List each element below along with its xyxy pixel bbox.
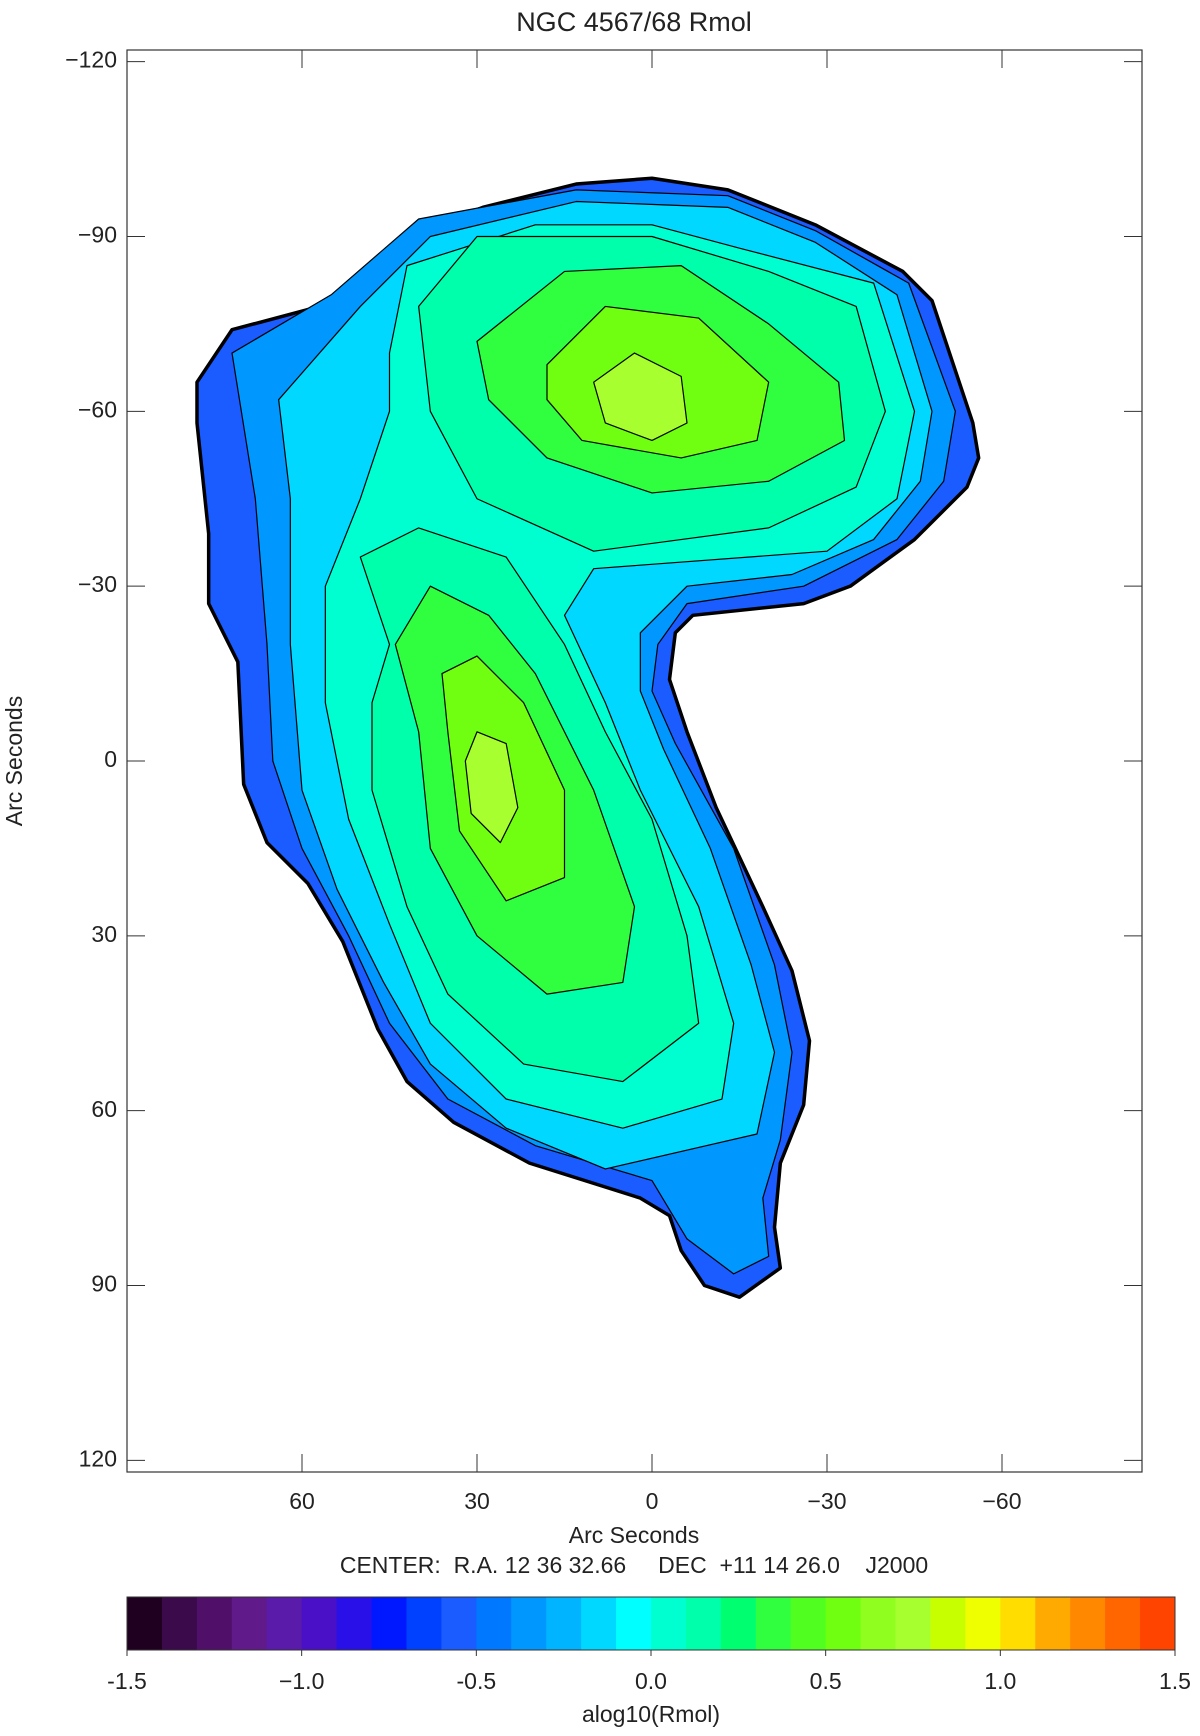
colorbar-bin (546, 1597, 582, 1650)
colorbar-bin (965, 1597, 1001, 1650)
y-tick-label: −60 (78, 396, 117, 422)
colorbar-bin (825, 1597, 862, 1650)
colorbar-label: alog10(Rmol) (582, 1701, 720, 1727)
colorbar-bin (930, 1597, 966, 1650)
colorbar-tick-label: -1.5 (107, 1668, 147, 1694)
y-tick-label: 0 (104, 746, 117, 772)
colorbar-tick-label: -0.5 (457, 1668, 497, 1694)
colorbar-bin (790, 1597, 827, 1650)
colorbar-bin (616, 1597, 652, 1650)
y-tick-label: 120 (79, 1445, 117, 1471)
y-axis-label: Arc Seconds (1, 696, 27, 826)
colorbar-bin (161, 1597, 198, 1650)
x-tick-label: −60 (982, 1488, 1021, 1514)
y-tick-label: −120 (65, 47, 117, 73)
colorbar-bin (581, 1597, 617, 1650)
colorbar-bin (406, 1597, 442, 1650)
colorbar-bin (1035, 1597, 1071, 1650)
contour-level (464, 731, 519, 844)
colorbar-bin (301, 1597, 338, 1650)
x-tick-label: 60 (289, 1488, 315, 1514)
colorbar-bin (720, 1597, 757, 1650)
colorbar-bin (266, 1597, 303, 1650)
colorbar-tick-label: 0.5 (810, 1668, 842, 1694)
colorbar-tick-label: 0.0 (635, 1668, 667, 1694)
x-tick-label: −30 (807, 1488, 846, 1514)
x-tick-label: 0 (646, 1488, 659, 1514)
colorbar-bin (196, 1597, 233, 1650)
colorbar-bin (127, 1597, 163, 1650)
colorbar-bin (1105, 1597, 1141, 1650)
y-tick-label: −30 (78, 571, 117, 597)
y-tick-label: 60 (91, 1096, 117, 1122)
colorbar-bin (685, 1597, 722, 1650)
colorbar-bin (371, 1597, 407, 1650)
colorbar-bin (755, 1597, 792, 1650)
y-tick-label: 90 (91, 1271, 117, 1297)
colorbar-tick-label: 1.5 (1159, 1668, 1191, 1694)
colorbar-bin (895, 1597, 931, 1650)
annotation: CENTER: R.A. 12 36 32.66 DEC +11 14 26.0… (340, 1552, 928, 1578)
x-tick-label: 30 (464, 1488, 490, 1514)
colorbar-tick-label: −1.0 (279, 1668, 324, 1694)
colorbar-bin (441, 1597, 477, 1650)
colorbar-bin (476, 1597, 512, 1650)
colorbar-bin (860, 1597, 897, 1650)
colorbar-bin (336, 1597, 373, 1650)
chart-title: NGC 4567/68 Rmol (516, 7, 752, 37)
contour-region (593, 352, 688, 442)
x-axis-label: Arc Seconds (569, 1522, 699, 1548)
colorbar-bin (651, 1597, 687, 1650)
colorbar-bin (231, 1597, 268, 1650)
contour-region (464, 731, 519, 844)
colorbar-bin (511, 1597, 547, 1650)
colorbar-bin (1070, 1597, 1106, 1650)
contour-level (593, 352, 688, 442)
y-tick-label: −90 (78, 222, 117, 248)
colorbar-bin (1140, 1597, 1176, 1650)
colorbar-tick-label: 1.0 (984, 1668, 1016, 1694)
colorbar-bin (1000, 1597, 1036, 1650)
y-tick-label: 30 (91, 921, 117, 947)
